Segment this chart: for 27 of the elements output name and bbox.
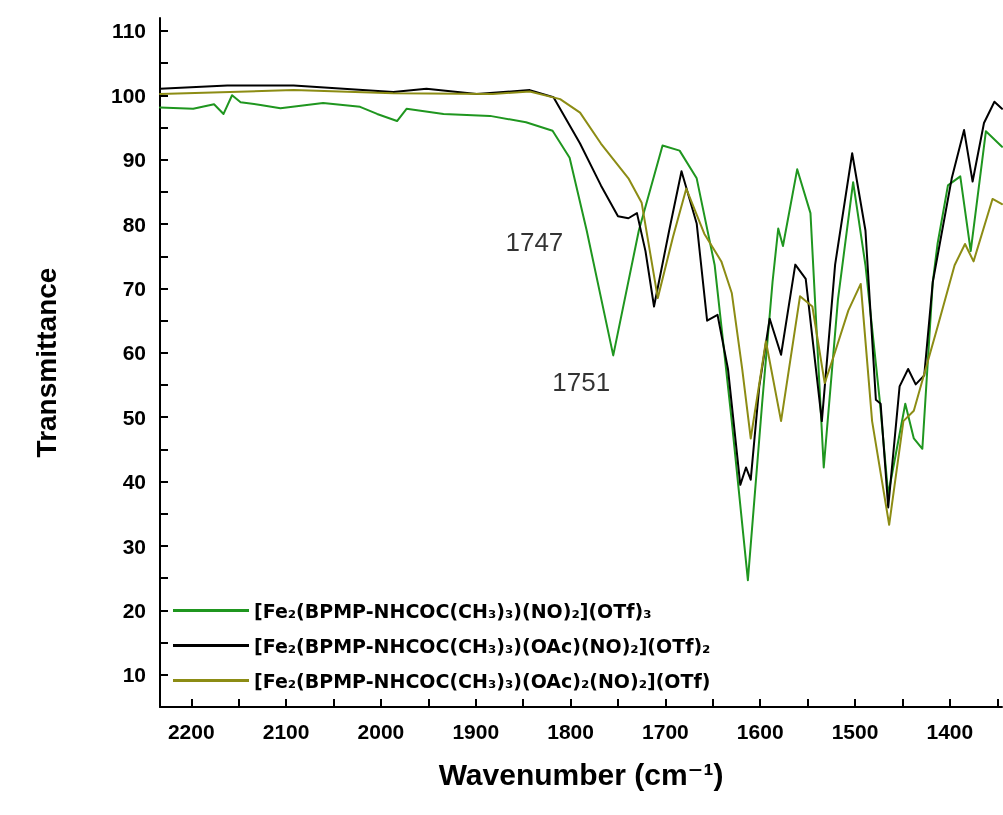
y-tick-label: 60 (122, 341, 146, 365)
x-tick-label: 1700 (642, 720, 689, 743)
y-tick-label: 40 (122, 470, 146, 494)
x-tick-label: 2000 (357, 720, 405, 743)
x-tick-label: 1500 (831, 720, 879, 743)
legend-label: [Fe₂(BPMP-NHCOC(CH₃)₃)(OAc)(NO)₂](OTf)₂ (254, 634, 711, 657)
y-tick-label: 110 (112, 19, 146, 43)
x-tick-label: 2200 (167, 720, 215, 743)
x-tick-label: 1400 (926, 720, 974, 743)
y-axis-title: Transmittance (30, 267, 62, 458)
y-tick-label: 10 (122, 663, 146, 687)
y-tick-label: 30 (122, 534, 146, 558)
x-tick-label: 1600 (736, 720, 784, 743)
y-tick-label: 100 (110, 83, 146, 107)
x-tick-label: 1900 (452, 720, 500, 743)
x-axis-title: Wavenumber (cm⁻¹) (438, 757, 724, 791)
y-tick-label: 80 (122, 212, 146, 236)
x-tick-label: 1800 (547, 720, 594, 743)
legend-label: [Fe₂(BPMP-NHCOC(CH₃)₃)(NO)₂](OTf)₃ (254, 599, 652, 622)
y-tick-label: 50 (122, 405, 146, 429)
y-tick-label: 70 (122, 276, 146, 300)
y-tick-label: 90 (122, 148, 146, 172)
annotation: 1747 (505, 227, 564, 258)
y-tick-label: 20 (122, 598, 146, 622)
annotation: 1751 (552, 367, 611, 398)
legend-label: [Fe₂(BPMP-NHCOC(CH₃)₃)(OAc)₂(NO)₂](OTf) (254, 669, 711, 692)
x-tick-label: 2100 (262, 720, 310, 743)
